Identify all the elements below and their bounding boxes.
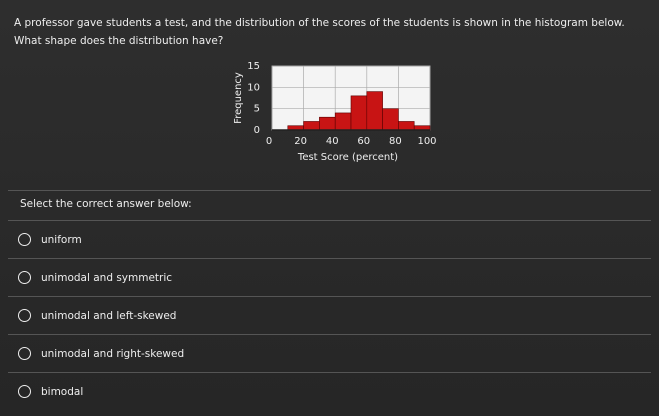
y-tick-label: 15: [247, 61, 260, 72]
option-label[interactable]: bimodal: [41, 385, 84, 398]
y-tick-label: 0: [254, 125, 260, 136]
y-axis-label: Frequency: [233, 72, 244, 124]
divider: [8, 258, 651, 259]
divider: [8, 372, 651, 373]
radio-button[interactable]: [18, 271, 31, 284]
answer-option[interactable]: unimodal and right-skewed: [18, 347, 184, 360]
bar: [398, 121, 415, 131]
bar: [350, 95, 368, 131]
option-label[interactable]: unimodal and symmetric: [41, 271, 173, 284]
option-label[interactable]: unimodal and right-skewed: [41, 347, 185, 360]
answer-option[interactable]: unimodal and symmetric: [18, 271, 172, 284]
option-label[interactable]: unimodal and left-skewed: [41, 309, 177, 322]
divider: [8, 334, 651, 335]
radio-button[interactable]: [18, 347, 31, 360]
answer-option[interactable]: bimodal: [18, 385, 83, 398]
bar: [382, 108, 399, 131]
bar: [319, 116, 336, 131]
answer-option[interactable]: unimodal and left-skewed: [18, 309, 176, 322]
x-tick-label: 60: [357, 136, 370, 147]
bar: [303, 121, 320, 131]
radio-button[interactable]: [18, 233, 31, 246]
x-tick-label: 20: [294, 136, 307, 147]
question: A professor gave students a test, and th…: [14, 17, 625, 47]
bar: [334, 112, 352, 131]
y-tick-label: 10: [247, 82, 260, 93]
x-tick-label: 100: [417, 136, 436, 147]
answer-option[interactable]: uniform: [18, 233, 82, 246]
radio-button[interactable]: [18, 385, 31, 398]
x-axis-label: Test Score (percent): [297, 152, 398, 163]
divider: [8, 296, 651, 297]
option-label[interactable]: uniform: [41, 233, 82, 246]
histogram: 0 5 10 15 0 20 40 60 80 100 Test Score (percent) Fr…: [233, 61, 437, 163]
bar: [366, 91, 383, 131]
divider: [8, 220, 651, 221]
divider: [8, 190, 651, 191]
x-tick-label: 80: [389, 136, 402, 147]
x-tick-label: 0: [266, 136, 272, 147]
radio-button[interactable]: [18, 309, 31, 322]
x-tick-label: 40: [326, 136, 339, 147]
prompt: Select the correct answer below:: [20, 198, 192, 210]
y-tick-label: 5: [254, 104, 260, 115]
